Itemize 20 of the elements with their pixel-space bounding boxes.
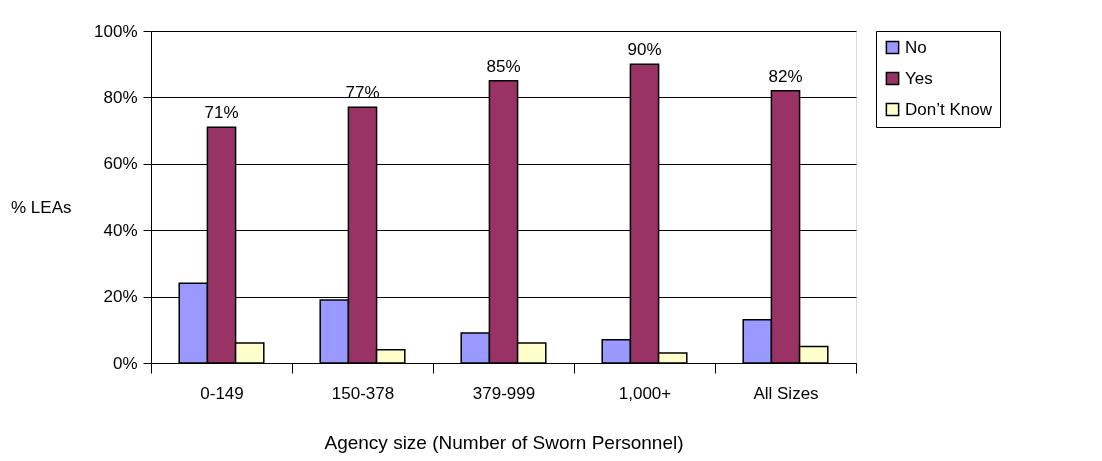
data-label: 71% — [204, 103, 239, 123]
x-tick-label: 1,000+ — [618, 383, 672, 403]
data-label: 82% — [768, 66, 803, 86]
y-tick-label: 0% — [112, 353, 138, 373]
y-tick-label: 20% — [103, 287, 138, 307]
x-tick-label: 379-999 — [472, 383, 536, 403]
y-tick-label: 100% — [94, 21, 138, 41]
data-label: 85% — [486, 56, 521, 76]
legend-label: Yes — [905, 68, 933, 88]
y-tick-label: 60% — [103, 154, 138, 174]
legend-label: Don’t Know — [905, 99, 993, 119]
y-tick-label: 40% — [103, 220, 138, 240]
x-axis-title: Agency size (Number of Sworn Personnel) — [324, 431, 684, 453]
y-axis-title: % LEAs — [11, 197, 72, 217]
data-label: 90% — [627, 40, 662, 60]
legend-label: No — [905, 37, 927, 57]
x-tick-label: 0-149 — [200, 383, 244, 403]
x-tick-label: 150-378 — [331, 383, 395, 403]
x-tick-label: All Sizes — [753, 383, 819, 403]
y-tick-label: 80% — [103, 87, 138, 107]
